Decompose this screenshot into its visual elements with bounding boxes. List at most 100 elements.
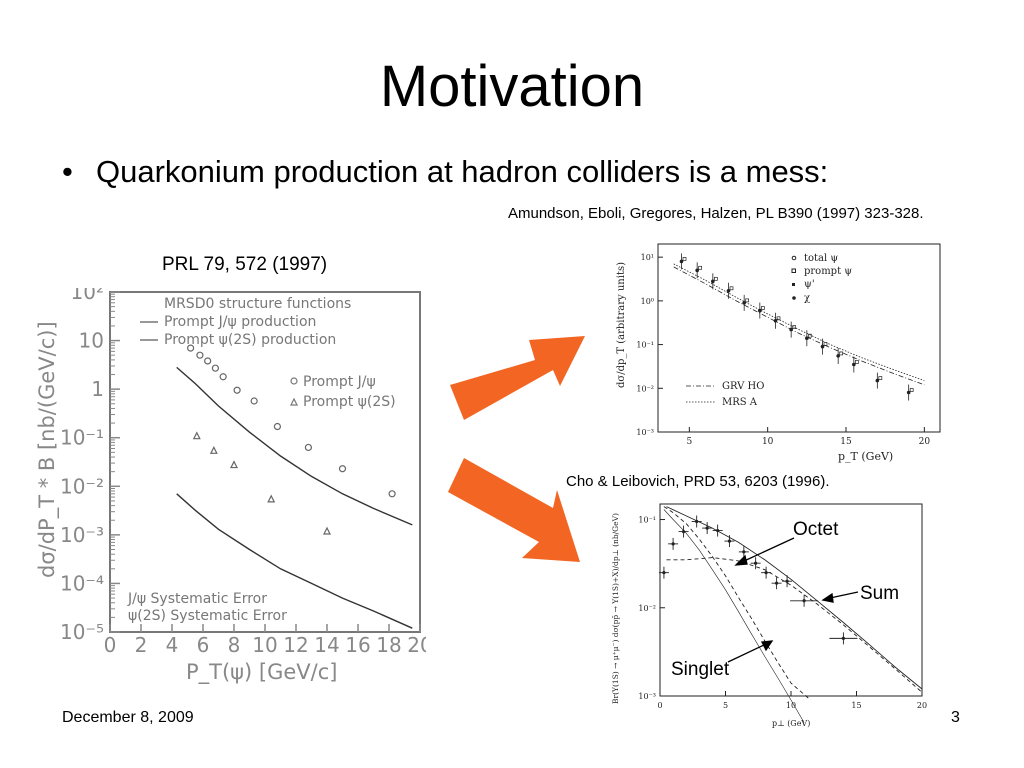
br-point bbox=[785, 579, 789, 583]
bullet-point: • Quarkonium production at hadron collide… bbox=[62, 152, 828, 192]
left-point-jpsi bbox=[250, 397, 258, 405]
left-point-jpsi bbox=[304, 443, 312, 452]
left-legend-psi2s-points: Prompt ψ(2S) bbox=[303, 394, 396, 410]
page-number: 3 bbox=[951, 709, 960, 726]
reference-prl: PRL 79, 572 (1997) bbox=[162, 254, 328, 275]
br-point bbox=[802, 599, 806, 603]
slide-title: Motivation bbox=[379, 54, 645, 119]
br-xtick-label: 20 bbox=[917, 701, 927, 710]
tr-point-prompt bbox=[792, 325, 797, 329]
tr-point bbox=[773, 318, 778, 323]
tr-point bbox=[758, 308, 762, 313]
tr-point bbox=[875, 378, 880, 383]
reference-amundson: Amundson, Eboli, Gregores, Halzen, PL B3… bbox=[508, 205, 924, 222]
tr-point-prompt bbox=[713, 276, 718, 281]
tr-legend-chi: χ bbox=[804, 293, 810, 304]
tr-point-prompt bbox=[776, 316, 781, 321]
plot-amundson-psi: 5 10 15 20 10¹ 10⁰ 10⁻¹ 10⁻² 10⁻³ dσ/dp_T (arbit… bbox=[612, 238, 946, 468]
tr-xtick-label: 20 bbox=[919, 437, 931, 447]
left-point-jpsi bbox=[273, 422, 281, 431]
orange-arrows bbox=[448, 336, 585, 562]
tr-legend-mrs: MRS A bbox=[722, 397, 758, 408]
tr-ytick-label: 10⁰ bbox=[641, 297, 654, 306]
br-point bbox=[841, 636, 845, 640]
left-point-jpsi bbox=[338, 465, 347, 473]
left-ytick-label: 10² bbox=[71, 288, 104, 304]
arrow-down-right bbox=[448, 458, 580, 562]
left-ytick-label: 10 bbox=[79, 329, 104, 353]
left-xtick-label: 14 bbox=[314, 633, 339, 657]
tr-point-prompt bbox=[745, 298, 750, 303]
left-xtick-label: 12 bbox=[283, 633, 308, 657]
tr-point-prompt bbox=[839, 351, 844, 356]
tr-xtick-label: 10 bbox=[762, 437, 774, 447]
plot-prl-psi-production: 0246810121416182010²10110⁻¹10⁻²10⁻³10⁻⁴1… bbox=[36, 288, 426, 688]
left-ylabel: dσ/dP_T * B [nb/(GeV/c)] bbox=[36, 321, 60, 578]
tr-xtick-label: 5 bbox=[686, 437, 692, 447]
left-xtick-label: 0 bbox=[104, 633, 117, 657]
left-legend-structure: MRSD0 structure functions bbox=[164, 296, 351, 312]
left-xtick-label: 2 bbox=[135, 633, 148, 657]
tr-point bbox=[820, 344, 825, 349]
tr-point bbox=[679, 259, 684, 264]
br-xtick-label: 10 bbox=[786, 701, 796, 710]
left-legend-jpsi-points: Prompt J/ψ bbox=[303, 374, 376, 390]
tr-curve-grv bbox=[673, 266, 925, 386]
br-point bbox=[671, 542, 675, 546]
tr-point-prompt bbox=[682, 257, 687, 261]
left-point-psi2s bbox=[323, 526, 331, 535]
bullet-symbol: • bbox=[62, 154, 73, 189]
br-point bbox=[727, 539, 732, 543]
tr-point-prompt bbox=[807, 333, 812, 338]
left-ytick-label: 10⁻⁵ bbox=[60, 620, 104, 644]
left-point-jpsi bbox=[204, 357, 212, 365]
br-ytick-label: 10⁻¹ bbox=[638, 516, 656, 525]
left-point-jpsi bbox=[211, 364, 219, 372]
br-point bbox=[774, 581, 779, 585]
left-xtick-label: 4 bbox=[166, 633, 179, 657]
left-ytick-label: 10⁻³ bbox=[60, 523, 104, 547]
left-xtick-label: 20 bbox=[407, 633, 426, 657]
footer-date: December 8, 2009 bbox=[62, 709, 194, 726]
label-singlet: Singlet bbox=[671, 659, 730, 680]
left-point-jpsi bbox=[233, 386, 241, 394]
br-point bbox=[754, 561, 758, 565]
br-point bbox=[742, 550, 746, 554]
label-octet: Octet bbox=[793, 519, 839, 540]
left-xtick-label: 18 bbox=[376, 633, 401, 657]
tr-point bbox=[726, 288, 731, 293]
left-point-jpsi bbox=[196, 351, 204, 359]
tr-legend-grv: GRV HO bbox=[722, 381, 764, 392]
left-ytick-label: 10⁻² bbox=[60, 474, 104, 498]
tr-point bbox=[852, 362, 856, 367]
tr-ytick-label: 10⁻² bbox=[636, 384, 654, 393]
tr-ytick-label: 10¹ bbox=[641, 253, 654, 262]
tr-xtick-label: 15 bbox=[840, 437, 852, 447]
left-legend-jpsi-line: Prompt J/ψ production bbox=[164, 314, 316, 330]
left-curve bbox=[176, 493, 413, 629]
br-point bbox=[695, 519, 699, 524]
tr-ytick-label: 10⁻³ bbox=[636, 428, 654, 437]
tr-point bbox=[805, 336, 809, 340]
tr-point-prompt bbox=[823, 342, 828, 346]
tr-point-prompt bbox=[854, 360, 859, 364]
tr-point bbox=[742, 301, 746, 305]
tr-point bbox=[906, 390, 911, 395]
tr-point-prompt bbox=[729, 286, 734, 291]
left-point-jpsi bbox=[219, 373, 227, 381]
tr-curve-mrs bbox=[673, 263, 925, 381]
tr-ytick-label: 10⁻¹ bbox=[636, 341, 654, 350]
left-ytick-label: 10⁻¹ bbox=[60, 426, 104, 450]
br-point bbox=[764, 571, 768, 575]
tr-legend-total: total ψ bbox=[804, 253, 838, 264]
bullet-text: Quarkonium production at hadron collider… bbox=[96, 154, 829, 189]
br-point bbox=[716, 528, 720, 533]
left-xtick-label: 6 bbox=[197, 633, 210, 657]
br-point bbox=[681, 529, 686, 534]
tr-point bbox=[836, 354, 840, 358]
left-point-jpsi bbox=[388, 490, 396, 498]
left-legend-psi2s-syst: ψ(2S) Systematic Error bbox=[128, 608, 287, 624]
br-curve bbox=[663, 506, 811, 701]
label-sum: Sum bbox=[860, 583, 900, 604]
tr-legend-prompt: prompt ψ bbox=[804, 266, 852, 277]
